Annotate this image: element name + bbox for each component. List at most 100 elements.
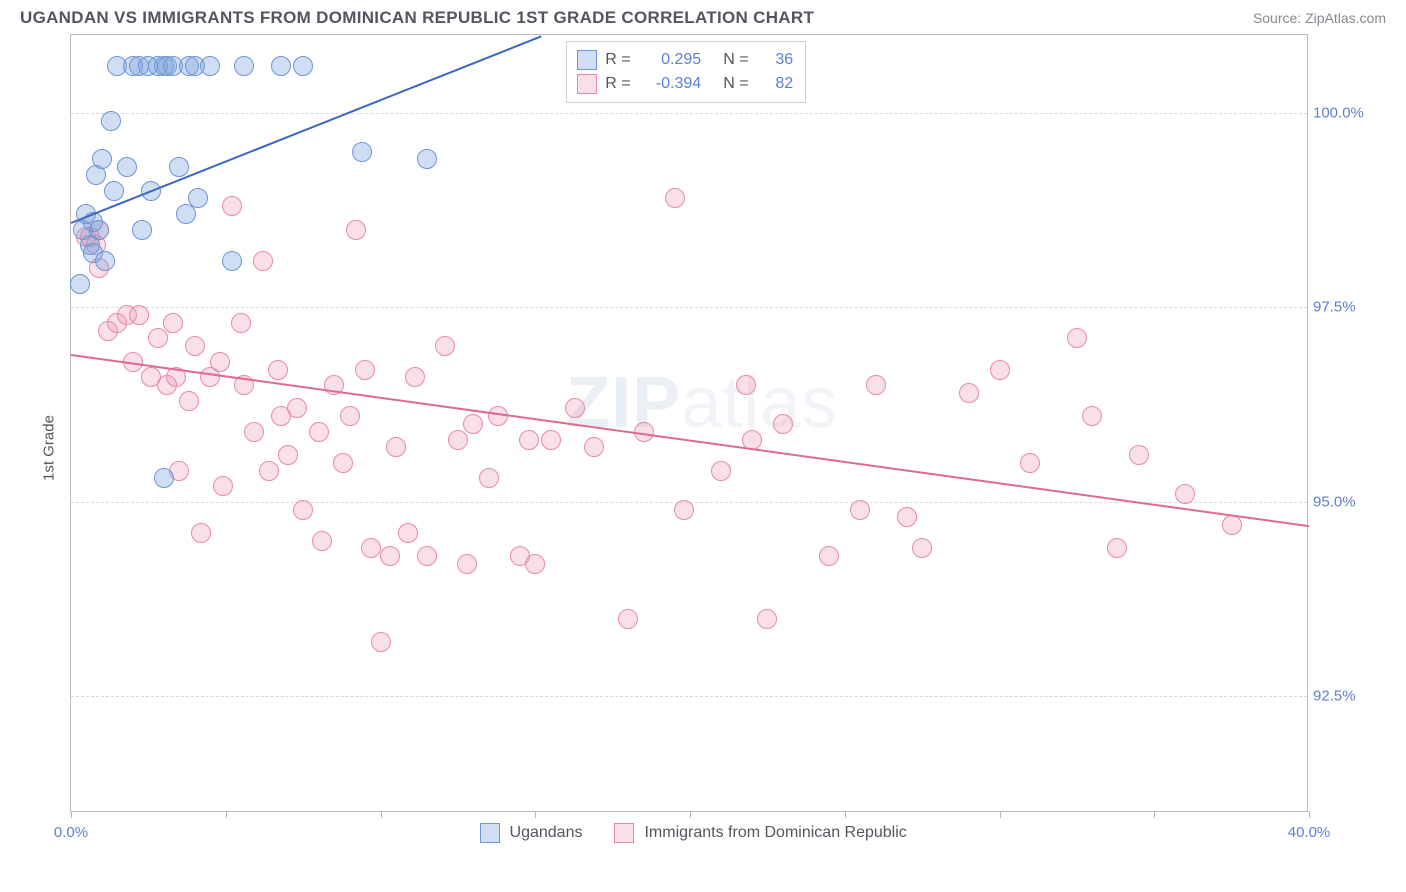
x-tick [535,811,536,818]
series-legend: Ugandans Immigrants from Dominican Republ… [480,823,929,843]
data-point [417,149,437,169]
x-tick-label: 40.0% [1288,824,1331,841]
data-point [912,538,932,558]
data-point [541,430,561,450]
data-point [736,375,756,395]
data-point [448,430,468,450]
source-prefix: Source: [1253,10,1305,26]
data-point [519,430,539,450]
legend-swatch [480,823,500,843]
data-point [312,531,332,551]
data-point [850,500,870,520]
data-point [117,157,137,177]
data-point [179,391,199,411]
x-tick [71,811,72,818]
y-tick-label: 95.0% [1313,493,1373,510]
data-point [1082,406,1102,426]
stats-legend-row: R =-0.394N =82 [577,72,793,96]
x-tick [1154,811,1155,818]
data-point [132,220,152,240]
stats-legend: R =0.295N =36R =-0.394N =82 [566,41,806,103]
x-tick [226,811,227,818]
gridline [71,113,1307,114]
y-axis-label: 1st Grade [40,415,57,481]
legend-swatch [577,74,597,94]
data-point [525,554,545,574]
data-point [488,406,508,426]
data-point [231,313,251,333]
data-point [565,398,585,418]
gridline [71,696,1307,697]
data-point [355,360,375,380]
x-tick [690,811,691,818]
watermark: ZIPatlas [566,362,838,444]
data-point [309,422,329,442]
data-point [1175,484,1195,504]
data-point [819,546,839,566]
y-tick-label: 92.5% [1313,688,1373,705]
data-point [1067,328,1087,348]
data-point [417,546,437,566]
data-point [380,546,400,566]
data-point [95,251,115,271]
data-point [148,328,168,348]
data-point [222,251,242,271]
data-point [457,554,477,574]
data-point [163,313,183,333]
data-point [463,414,483,434]
data-point [959,383,979,403]
data-point [101,111,121,131]
data-point [346,220,366,240]
chart-area: 1st Grade ZIPatlas 92.5%95.0%97.5%100.0%… [20,34,1386,862]
y-tick-label: 97.5% [1313,299,1373,316]
data-point [773,414,793,434]
data-point [405,367,425,387]
data-point [361,538,381,558]
legend-swatch [577,50,597,70]
gridline [71,307,1307,308]
stats-legend-row: R =0.295N =36 [577,48,793,72]
data-point [1107,538,1127,558]
data-point [129,305,149,325]
data-point [435,336,455,356]
data-point [386,437,406,457]
data-point [104,181,124,201]
data-point [185,336,205,356]
data-point [89,220,109,240]
data-point [293,56,313,76]
data-point [213,476,233,496]
data-point [665,188,685,208]
data-point [278,445,298,465]
data-point [287,398,307,418]
data-point [169,157,189,177]
data-point [188,188,208,208]
data-point [866,375,886,395]
data-point [293,500,313,520]
source-link[interactable]: ZipAtlas.com [1305,10,1386,26]
data-point [333,453,353,473]
source-attribution: Source: ZipAtlas.com [1253,10,1386,26]
plot-region: ZIPatlas 92.5%95.0%97.5%100.0%0.0%40.0%R… [70,34,1308,812]
data-point [191,523,211,543]
x-tick [1000,811,1001,818]
data-point [244,422,264,442]
data-point [757,609,777,629]
y-tick-label: 100.0% [1313,104,1373,121]
x-tick [1309,811,1310,818]
data-point [268,360,288,380]
legend-label: Ugandans [510,824,583,842]
data-point [340,406,360,426]
data-point [234,56,254,76]
data-point [398,523,418,543]
data-point [371,632,391,652]
data-point [154,468,174,488]
data-point [222,196,242,216]
data-point [584,437,604,457]
legend-label: Immigrants from Dominican Republic [644,824,906,842]
data-point [897,507,917,527]
legend-swatch [614,823,634,843]
data-point [210,352,230,372]
data-point [70,274,90,294]
data-point [92,149,112,169]
data-point [1129,445,1149,465]
